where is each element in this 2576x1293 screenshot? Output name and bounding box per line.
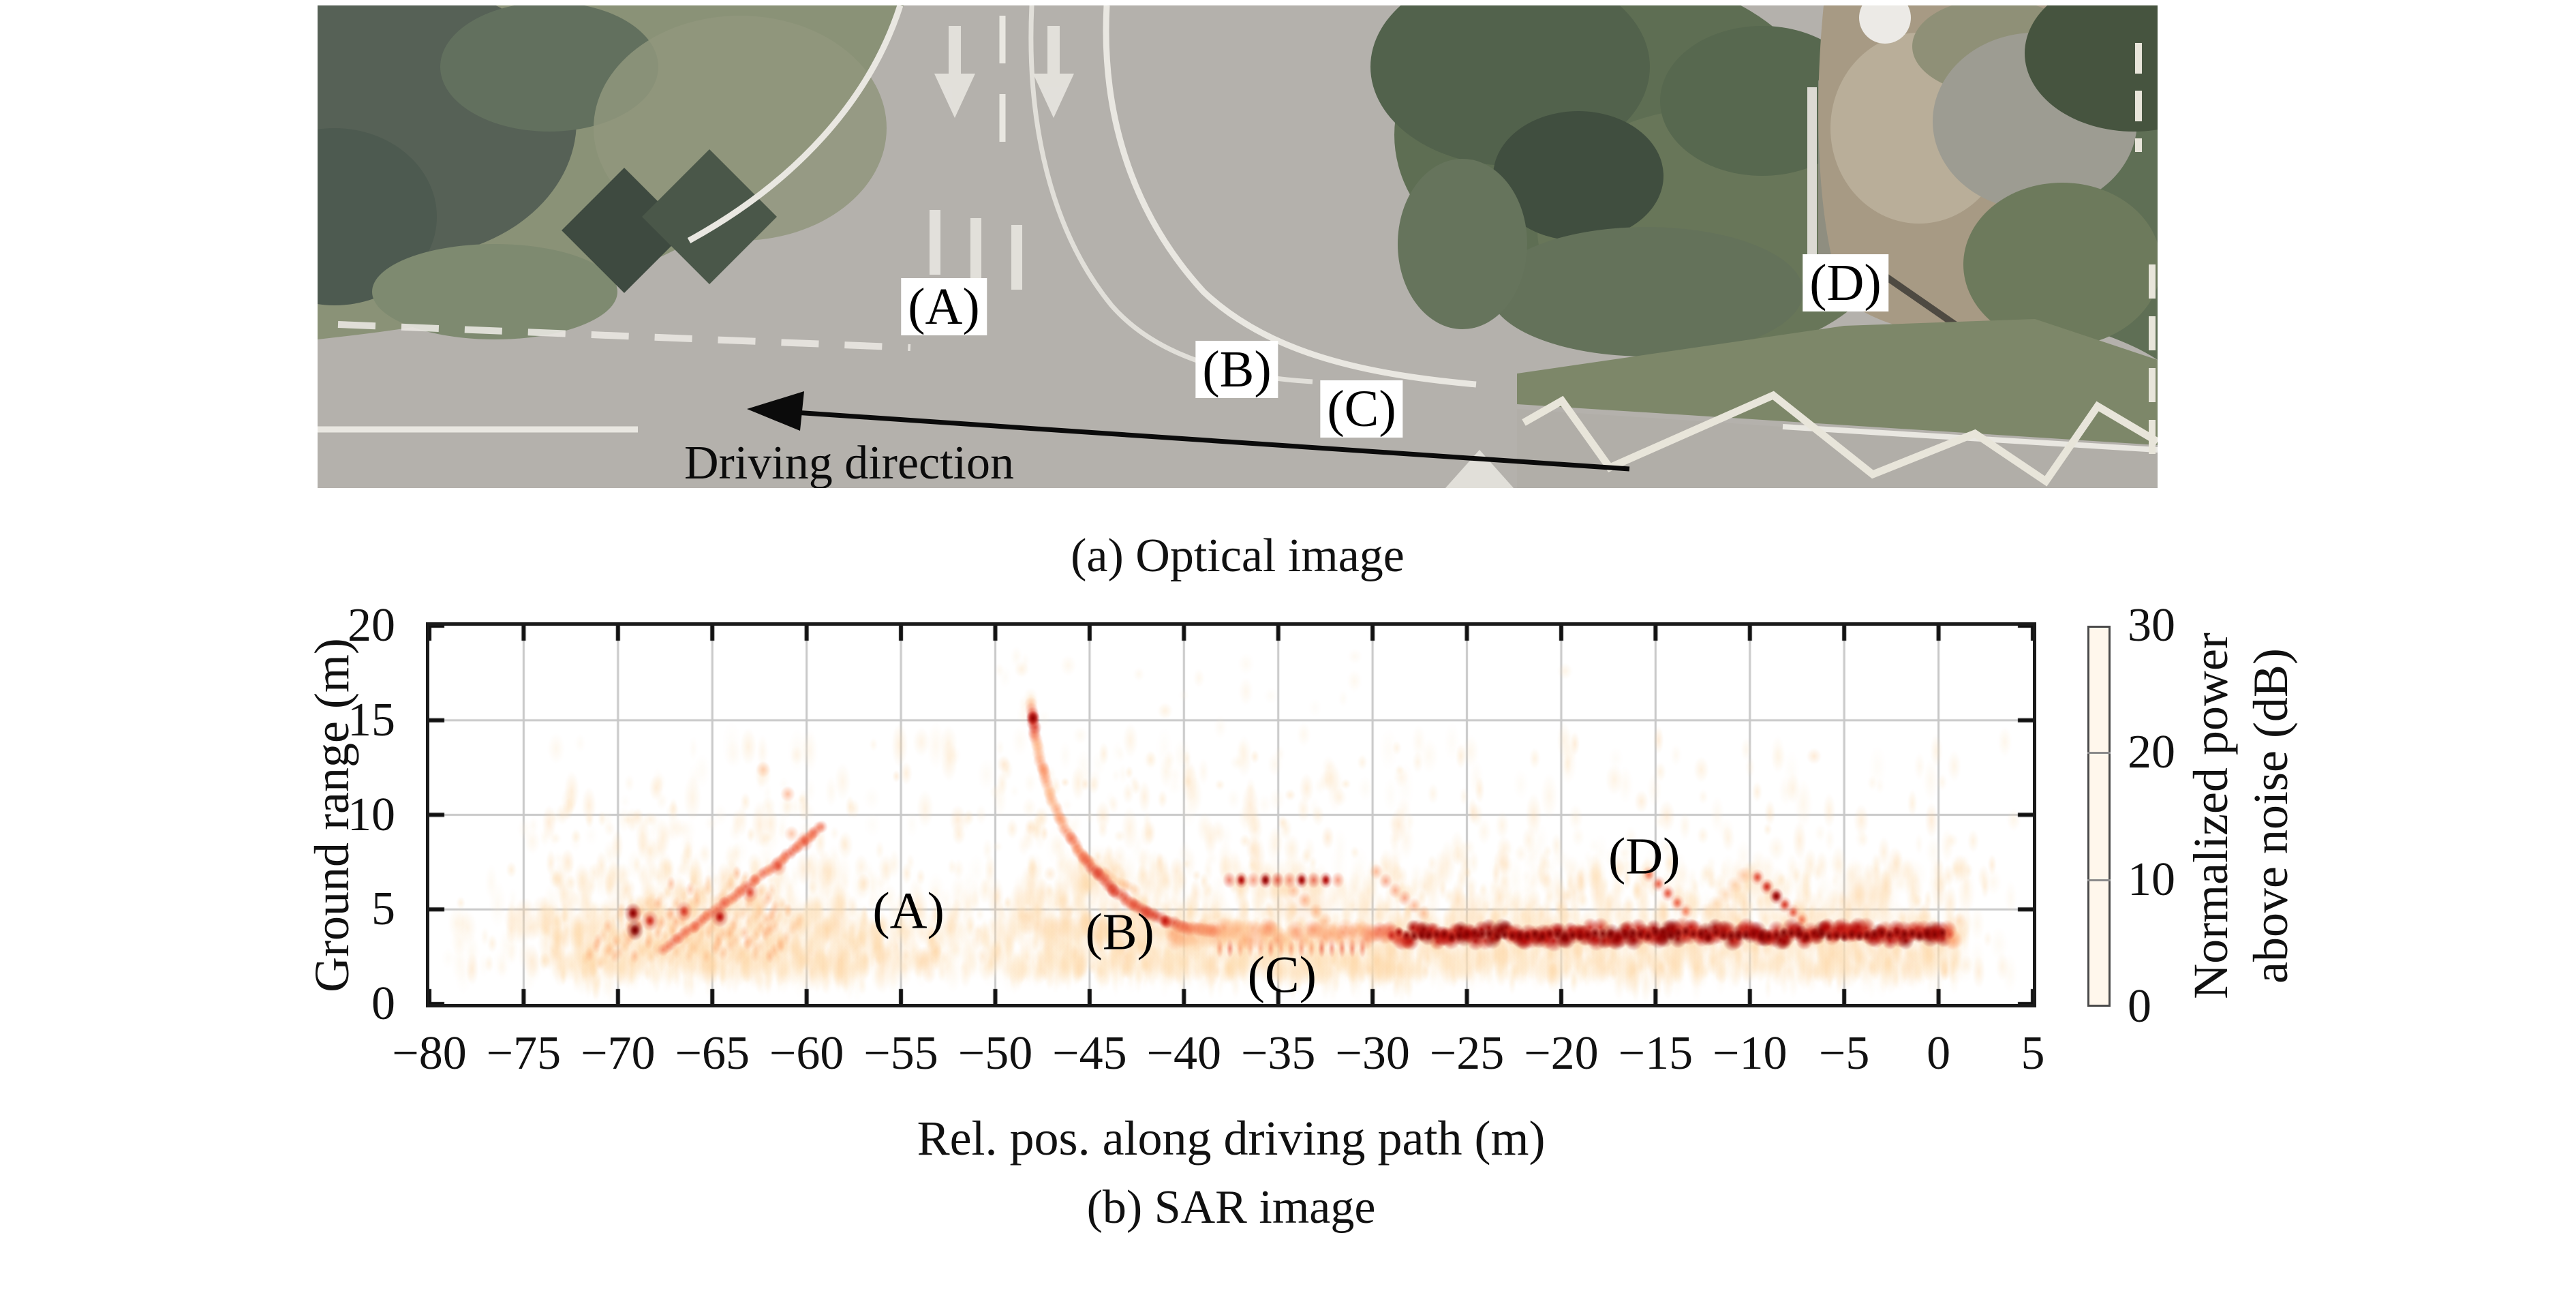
bush-small [1398, 159, 1527, 329]
hedge-diamond-2 [642, 149, 777, 284]
x-axis-title: Rel. pos. along driving path (m) [917, 1111, 1546, 1166]
y-tick-15: 15 [348, 693, 395, 746]
lane-arrow-markings [930, 26, 1074, 290]
road-edge-line-right [1103, 5, 1477, 388]
colorbar-tickline-20 [2087, 752, 2111, 755]
sar-label-D: (D) [1608, 827, 1681, 885]
verge-right [1517, 319, 2158, 445]
white-round-object [1859, 5, 1911, 44]
photo-label-B: (B) [1195, 341, 1278, 398]
colorbar-title-line2: above noise (dB) [2243, 648, 2298, 984]
y-tick-0: 0 [371, 977, 395, 1030]
aerial-photo-art [318, 5, 2158, 488]
x-tick--60: −60 [769, 1027, 844, 1080]
x-tick--25: −25 [1429, 1027, 1505, 1080]
colorbar-tick-30: 30 [2128, 599, 2175, 652]
driving-direction-label: Driving direction [684, 437, 1015, 488]
photo-label-C: (C) [1320, 380, 1403, 438]
sar-label-C: (C) [1247, 946, 1317, 1004]
sar-label-A: (A) [872, 882, 945, 940]
colorbar-tick-10: 10 [2128, 853, 2175, 906]
grass-left2 [372, 244, 617, 339]
caption-optical-image: (a) Optical image [1071, 530, 1405, 582]
sar-heatmap-canvas [429, 626, 2033, 1004]
y-tick-10: 10 [348, 788, 395, 841]
yield-triangle [1445, 450, 1514, 488]
colorbar-title: Normalized power above noise (dB) [2181, 339, 2301, 1293]
photo-label-D: (D) [1803, 254, 1888, 311]
tree-olive-right [1963, 183, 2158, 346]
x-tick--55: −55 [863, 1027, 938, 1080]
give-way-dashed-line [337, 321, 911, 351]
wall-white-edge [1807, 87, 1817, 292]
photo-label-A: (A) [901, 278, 987, 335]
caption-sar-image: (b) SAR image [1086, 1181, 1376, 1234]
x-tick--45: −45 [1052, 1027, 1127, 1080]
colorbar-title-line1: Normalized power [2183, 633, 2238, 999]
colorbar-tickline-10 [2087, 879, 2111, 881]
x-tick--15: −15 [1618, 1027, 1693, 1080]
x-tick--30: −30 [1335, 1027, 1410, 1080]
colorbar-tick-20: 20 [2128, 726, 2175, 779]
x-tick-5: 5 [2021, 1027, 2045, 1080]
x-tick--75: −75 [486, 1027, 562, 1080]
colorbar [2087, 626, 2111, 1007]
tree-dark-right [2025, 5, 2158, 132]
x-tick-0: 0 [1927, 1027, 1951, 1080]
x-tick--80: −80 [392, 1027, 467, 1080]
x-tick--35: −35 [1240, 1027, 1316, 1080]
bush-dark [1493, 111, 1663, 241]
y-tick-20: 20 [348, 599, 395, 652]
optical-image-panel: Driving direction (A) (B) (C) (D) [318, 5, 2158, 488]
x-tick--10: −10 [1713, 1027, 1788, 1080]
colorbar-tick-0: 0 [2128, 980, 2151, 1033]
hedge-diamond-1 [562, 168, 687, 293]
road-edge-line-left [687, 5, 904, 243]
x-tick--70: −70 [581, 1027, 656, 1080]
grass-left [594, 16, 887, 241]
y-tick-5: 5 [371, 883, 395, 936]
x-tick--40: −40 [1146, 1027, 1222, 1080]
sar-plot-area [426, 622, 2036, 1007]
x-tick--20: −20 [1524, 1027, 1599, 1080]
sar-label-B: (B) [1085, 903, 1154, 961]
x-tick--50: −50 [957, 1027, 1033, 1080]
x-tick--65: −65 [675, 1027, 750, 1080]
x-tick--5: −5 [1818, 1027, 1870, 1080]
bush-bottom [1490, 227, 1803, 356]
guardrail-zigzag [1522, 391, 2158, 487]
driving-direction-arrow [747, 391, 1630, 472]
